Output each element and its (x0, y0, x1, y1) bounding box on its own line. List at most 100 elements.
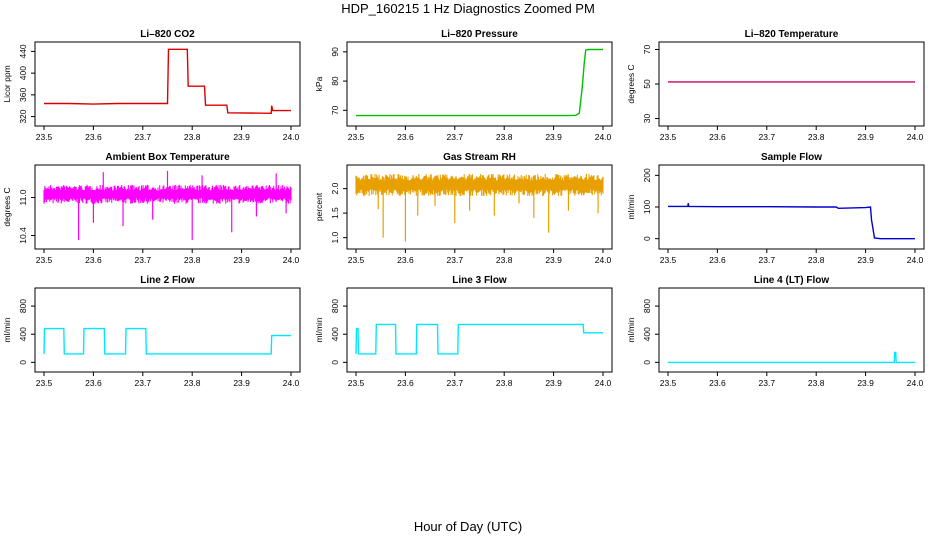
y-axis-label: kPa (314, 76, 324, 91)
y-tick-label: 0 (330, 360, 340, 365)
y-tick-label: 50 (642, 79, 652, 89)
x-tick-label: 24.0 (907, 378, 924, 388)
panel-title: Gas Stream RH (443, 152, 516, 163)
x-tick-label: 23.8 (184, 132, 201, 142)
y-tick-label: 1.5 (330, 207, 340, 219)
x-tick-label: 23.5 (36, 255, 53, 265)
panel-title: Sample Flow (761, 152, 822, 163)
x-tick-label: 23.8 (808, 132, 825, 142)
y-tick-label: 90 (330, 47, 340, 57)
x-tick-label: 23.9 (233, 132, 250, 142)
x-tick-label: 23.6 (709, 255, 726, 265)
x-tick-label: 23.6 (85, 255, 102, 265)
y-tick-label: 2.0 (330, 182, 340, 194)
noise-band (355, 173, 604, 196)
x-tick-label: 23.5 (348, 132, 365, 142)
panel-4: Ambient Box Temperature degrees C 10.4 11.0… (2, 152, 301, 265)
x-tick-label: 23.5 (660, 132, 677, 142)
x-tick-label: 23.5 (36, 378, 53, 388)
x-tick-label: 23.8 (808, 255, 825, 265)
plot-frame (346, 41, 613, 127)
figure-title: HDP_160215 1 Hz Diagnostics Zoomed PM (341, 1, 595, 16)
x-tick-label: 23.9 (545, 255, 562, 265)
x-tick-label: 23.5 (660, 378, 677, 388)
x-tick-label: 23.9 (857, 378, 874, 388)
panel-7: Line 2 Flow ml/min 0 400 800 23.5 23.6 23.7 23.8… (2, 275, 301, 388)
panel-title: Ambient Box Temperature (105, 152, 230, 163)
x-tick-label: 23.9 (857, 132, 874, 142)
x-tick-label: 23.7 (135, 255, 152, 265)
plot-frame (658, 41, 925, 127)
y-tick-label: 100 (642, 200, 652, 214)
y-tick-label: 400 (642, 327, 652, 341)
x-tick-label: 23.7 (135, 132, 152, 142)
y-tick-label: 400 (330, 327, 340, 341)
y-tick-label: 360 (18, 87, 28, 101)
plot-frame (346, 287, 613, 373)
x-tick-label: 23.8 (808, 378, 825, 388)
y-tick-label: 800 (18, 299, 28, 313)
panel-title: Li–820 Temperature (745, 29, 839, 40)
x-tick-label: 23.6 (85, 378, 102, 388)
x-tick-label: 23.7 (759, 255, 776, 265)
x-tick-label: 23.5 (660, 255, 677, 265)
x-tick-label: 24.0 (595, 132, 612, 142)
panel-6: Sample Flow ml/min 0 100 200 23.5 23.6 23.7 23.8… (626, 152, 925, 265)
x-tick-label: 23.5 (348, 378, 365, 388)
plot-frame (658, 287, 925, 373)
x-tick-label: 23.9 (545, 378, 562, 388)
y-tick-label: 70 (642, 44, 652, 54)
panel-1: Li–820 CO2 Licor ppm 320 360 400 440 23.5 23.6 2… (2, 29, 301, 142)
y-tick-label: 800 (330, 299, 340, 313)
series-line (668, 351, 915, 364)
x-tick-label: 23.9 (233, 378, 250, 388)
plot-frame (34, 287, 301, 373)
x-tick-label: 23.5 (36, 132, 53, 142)
x-tick-label: 24.0 (595, 255, 612, 265)
y-axis-label: ml/min (314, 317, 324, 342)
x-tick-label: 23.9 (545, 132, 562, 142)
panel-2: Li–820 Pressure kPa 70 80 90 23.5 23.6 23.7 23.8… (314, 29, 613, 142)
series-line (44, 48, 291, 115)
y-tick-label: 320 (18, 109, 28, 123)
x-tick-label: 23.6 (397, 378, 414, 388)
panel-3: Li–820 Temperature degrees C 30 50 70 23.5 23.… (626, 29, 925, 142)
noise-band (43, 184, 292, 204)
y-tick-label: 800 (642, 299, 652, 313)
x-tick-label: 24.0 (595, 378, 612, 388)
x-tick-label: 24.0 (283, 255, 300, 265)
x-tick-label: 23.9 (857, 255, 874, 265)
x-axis-caption: Hour of Day (UTC) (413, 519, 523, 534)
panel-title: Line 4 (LT) Flow (754, 275, 830, 286)
x-tick-label: 23.6 (85, 132, 102, 142)
x-tick-label: 23.8 (496, 132, 513, 142)
series-line (355, 323, 603, 355)
x-tick-label: 23.8 (184, 378, 201, 388)
x-tick-label: 23.7 (759, 132, 776, 142)
y-tick-label: 70 (330, 105, 340, 115)
x-tick-label: 23.8 (496, 378, 513, 388)
y-tick-label: 0 (18, 360, 28, 365)
x-tick-label: 24.0 (907, 255, 924, 265)
x-tick-label: 23.7 (447, 255, 464, 265)
x-tick-label: 23.7 (447, 378, 464, 388)
x-tick-label: 23.7 (135, 378, 152, 388)
panel-title: Line 2 Flow (140, 275, 195, 286)
x-tick-label: 23.6 (709, 132, 726, 142)
y-tick-label: 200 (642, 168, 652, 182)
x-tick-label: 24.0 (283, 378, 300, 388)
series-line (668, 203, 915, 240)
x-tick-label: 24.0 (283, 132, 300, 142)
panel-5: Gas Stream RH percent 1.0 1.5 2.0 23.5 23.6 23.… (314, 152, 613, 265)
panel-title: Line 3 Flow (452, 275, 507, 286)
y-tick-label: 11.0 (18, 189, 28, 205)
x-tick-label: 23.8 (496, 255, 513, 265)
y-tick-label: 30 (642, 114, 652, 124)
y-axis-label: Licor ppm (2, 65, 12, 102)
x-tick-label: 23.6 (397, 255, 414, 265)
y-tick-label: 1.0 (330, 231, 340, 243)
y-axis-label: ml/min (2, 317, 12, 342)
plot-frame (346, 164, 613, 250)
x-tick-label: 23.6 (709, 378, 726, 388)
